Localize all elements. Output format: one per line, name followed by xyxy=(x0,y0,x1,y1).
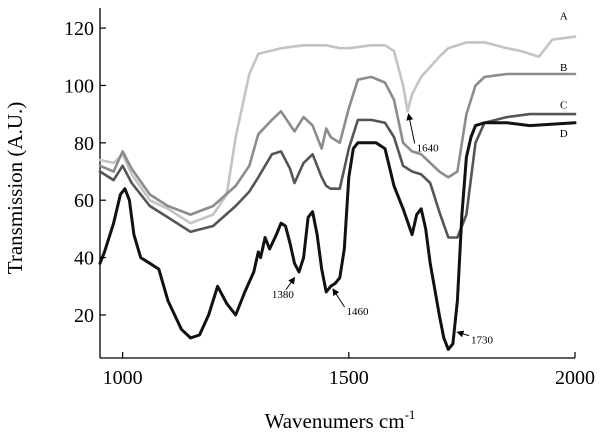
x-tick-label: 1500 xyxy=(329,367,369,389)
x-tick-label: 2000 xyxy=(555,367,595,389)
y-tick-label: 100 xyxy=(64,75,94,97)
annotation-label: 1380 xyxy=(272,289,295,301)
y-tick-label: 120 xyxy=(64,18,94,40)
x-axis-label: Wavenumers cm-1 xyxy=(265,407,416,433)
annotation-arrow xyxy=(456,330,470,338)
annotation-layer: 1640 1380 1460 1730 xyxy=(272,113,494,347)
series-tag-layer: A B C D xyxy=(560,10,568,140)
annotation-label: 1460 xyxy=(347,306,370,318)
y-tick-label: 80 xyxy=(74,133,94,155)
series-tag-b: B xyxy=(560,62,567,74)
plot-area xyxy=(99,8,575,359)
annotation-arrow xyxy=(332,288,345,308)
annotation-arrow xyxy=(406,113,416,144)
y-tick-label: 40 xyxy=(74,248,94,270)
series-line-d xyxy=(98,121,577,351)
tick-layer: 1000 1500 2000 20 40 60 80 100 120 xyxy=(64,18,595,389)
y-tick-label: 60 xyxy=(74,190,94,212)
series-line-c xyxy=(98,112,577,239)
series-tag-c: C xyxy=(560,99,567,111)
x-tick-label: 1000 xyxy=(103,367,143,389)
y-tick-label: 20 xyxy=(74,305,94,327)
annotation-arrow xyxy=(285,276,296,291)
annotation-label: 1640 xyxy=(417,142,440,154)
series-tag-a: A xyxy=(560,10,568,22)
annotation-label: 1730 xyxy=(471,335,494,347)
series-line-a xyxy=(98,35,577,225)
series-layer xyxy=(98,35,577,351)
x-axis-label-text: Wavenumers cm xyxy=(265,409,405,433)
series-tag-d: D xyxy=(560,128,568,140)
y-axis-label: Transmission (A.U.) xyxy=(3,102,27,275)
x-axis-label-superscript: -1 xyxy=(405,407,416,422)
series-line-b xyxy=(98,72,577,216)
